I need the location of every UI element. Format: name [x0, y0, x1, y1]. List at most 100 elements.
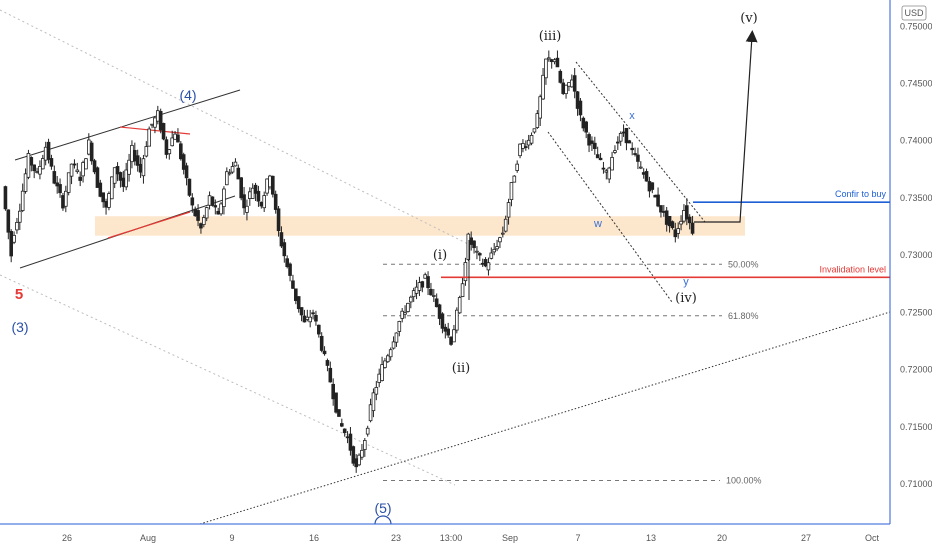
candle-body: [489, 252, 494, 259]
candle-body: [46, 141, 51, 160]
candle-body: [156, 110, 160, 122]
candle-body: [495, 246, 499, 250]
candle-body: [532, 128, 537, 133]
candle-body: [682, 210, 686, 222]
candle-body: [685, 205, 689, 220]
wave-label: (v): [740, 11, 758, 26]
candle-body: [501, 232, 505, 235]
candle-body: [667, 216, 672, 227]
candle-body: [121, 177, 126, 187]
wave-label: (5): [374, 500, 391, 516]
time-tick-label: 23: [391, 533, 401, 543]
candle-body: [184, 165, 189, 179]
candle-body: [141, 158, 146, 177]
candle-body: [463, 262, 468, 282]
candle-body: [578, 100, 583, 116]
candle-body: [89, 142, 94, 162]
time-tick-label: Oct: [865, 533, 880, 543]
candle-body: [110, 176, 114, 200]
time-tick-label: 16: [309, 533, 319, 543]
candle-body: [368, 404, 373, 422]
corrective-channel-upper: [575, 61, 706, 223]
candle-body: [118, 172, 123, 181]
candle-body: [202, 217, 206, 225]
candle-body: [613, 150, 617, 153]
candle-body: [397, 320, 402, 332]
candle-body: [135, 155, 140, 166]
candle-body: [616, 141, 620, 144]
candle-body: [207, 195, 212, 206]
candle-body: [9, 231, 13, 257]
candle-body: [590, 140, 594, 144]
candle-body: [161, 122, 166, 140]
candle-body: [279, 232, 284, 247]
candle-body: [322, 350, 327, 355]
candle-body: [420, 281, 425, 288]
candle-body: [561, 82, 565, 94]
candle-body: [153, 117, 157, 128]
candle-body: [426, 276, 430, 289]
wave-label: 5: [15, 286, 23, 303]
invalidation-level-label: Invalidation level: [819, 264, 886, 274]
candle-body: [147, 128, 151, 147]
candle-body: [43, 146, 48, 161]
candle-body: [319, 335, 324, 351]
triangle-lower-line: [107, 211, 191, 239]
candle-body: [250, 187, 255, 199]
candle-body: [587, 134, 591, 146]
candle-body: [170, 137, 174, 147]
candle-body: [486, 262, 491, 271]
fib-level-label: 61.80%: [728, 311, 759, 321]
time-tick-label: 20: [717, 533, 727, 543]
time-tick-label: 7: [575, 533, 580, 543]
candle-body: [380, 364, 384, 381]
candle-body: [317, 324, 321, 335]
candle-body: [262, 195, 266, 209]
wave-label: (4): [179, 87, 196, 103]
candle-body: [365, 427, 370, 435]
candle-body: [417, 282, 422, 291]
candle-body: [124, 169, 128, 188]
candle-body: [429, 288, 433, 296]
wave-label: (i): [433, 248, 447, 263]
candle-body: [653, 194, 657, 198]
candle-body: [498, 237, 502, 243]
candle-body: [337, 409, 341, 417]
candle-body: [291, 280, 295, 289]
candle-body: [66, 172, 71, 193]
candle-body: [158, 110, 163, 131]
candle-body: [690, 222, 695, 234]
candle-body: [388, 349, 393, 358]
candle-body: [351, 446, 356, 464]
candle-body: [662, 211, 666, 213]
candle-body: [394, 332, 399, 343]
candle-body: [480, 262, 485, 265]
price-tick-label: 0.72000: [900, 365, 932, 375]
candle-body: [449, 336, 453, 345]
candle-body: [245, 205, 249, 213]
candle-body: [437, 304, 442, 319]
candle-body: [193, 208, 197, 217]
candle-body: [541, 74, 545, 100]
corrective-channel-lower: [547, 131, 673, 303]
candle-body: [357, 454, 361, 466]
candle-body: [371, 392, 376, 412]
candle-body: [354, 458, 358, 468]
candle-body: [460, 283, 465, 297]
candle-body: [242, 194, 246, 209]
candle-body: [570, 79, 574, 88]
candle-body: [305, 316, 310, 320]
candle-body: [409, 296, 413, 303]
candle-body: [294, 288, 298, 301]
candle-body: [650, 182, 655, 190]
candle-body: [478, 253, 482, 256]
candle-body: [641, 172, 646, 175]
candle-body: [150, 123, 154, 126]
price-tick-label: 0.74000: [900, 136, 932, 146]
candle-body: [276, 208, 281, 232]
wave-label: y: [683, 276, 689, 288]
candle-body: [64, 190, 68, 207]
candle-body: [299, 307, 304, 316]
wave-label: (ii): [452, 361, 470, 376]
